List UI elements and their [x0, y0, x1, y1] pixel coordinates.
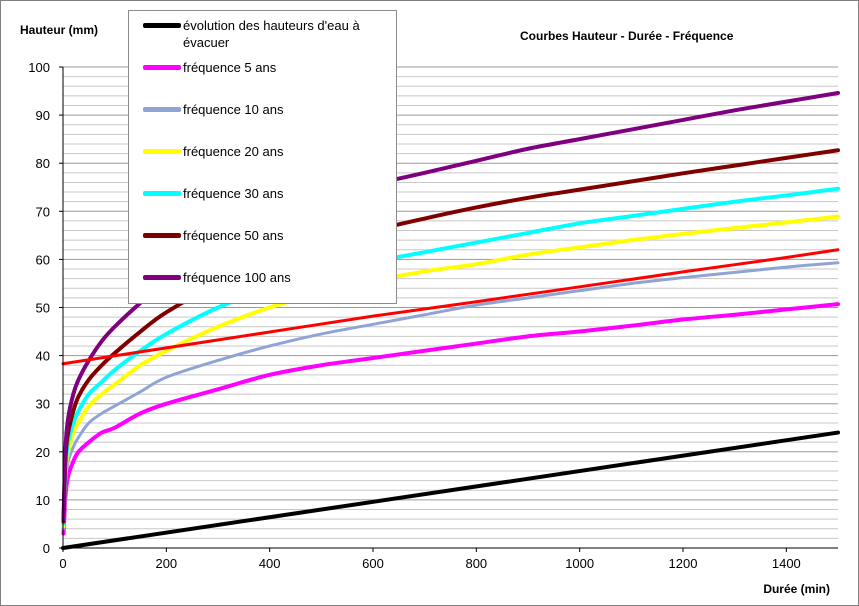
y-tick-label: 0	[43, 541, 50, 556]
x-tick-label: 600	[362, 556, 384, 571]
legend-swatch	[143, 65, 181, 70]
y-axis-title: Hauteur (mm)	[20, 23, 98, 37]
y-tick-label: 70	[36, 204, 50, 219]
x-tick-label: 1000	[565, 556, 594, 571]
legend-swatch	[143, 233, 181, 238]
y-tick-label: 90	[36, 108, 50, 123]
y-tick-label: 40	[36, 349, 50, 364]
chart-legend: évolution des hauteurs d'eau à évacuer fr…	[128, 10, 397, 304]
x-tick-label: 200	[155, 556, 177, 571]
x-tick-label: 800	[465, 556, 487, 571]
legend-swatch	[143, 191, 181, 196]
legend-label: fréquence 100 ans	[183, 270, 291, 285]
series-line-3	[61, 214, 840, 529]
chart-title: Courbes Hauteur - Durée - Fréquence	[520, 29, 734, 43]
x-tick-label: 400	[259, 556, 281, 571]
series-line-2	[62, 261, 840, 531]
y-tick-label: 20	[36, 445, 50, 460]
x-tick-label: 0	[59, 556, 66, 571]
x-tick-label: 1400	[772, 556, 801, 571]
legend-swatch	[143, 149, 181, 154]
y-tick-label: 30	[36, 397, 50, 412]
legend-swatch	[143, 23, 181, 28]
series-line-0	[61, 430, 840, 550]
legend-swatch	[143, 107, 181, 112]
y-tick-label: 50	[36, 301, 50, 316]
legend-swatch	[143, 275, 181, 280]
y-tick-label: 60	[36, 252, 50, 267]
series-line-7	[61, 248, 840, 366]
legend-label: fréquence 5 ans	[183, 60, 277, 75]
y-tick-label: 10	[36, 493, 50, 508]
y-tick-label: 80	[36, 156, 50, 171]
legend-label: fréquence 20 ans	[183, 144, 284, 159]
legend-label: évolution des hauteurs d'eau à évacuer	[183, 18, 360, 50]
x-axis-title: Durée (min)	[763, 582, 830, 596]
legend-label: fréquence 10 ans	[183, 102, 284, 117]
x-tick-label: 1200	[669, 556, 698, 571]
y-tick-label: 100	[28, 60, 50, 75]
legend-label: fréquence 50 ans	[183, 228, 284, 243]
legend-label: fréquence 30 ans	[183, 186, 284, 201]
series-line-1	[61, 302, 840, 536]
